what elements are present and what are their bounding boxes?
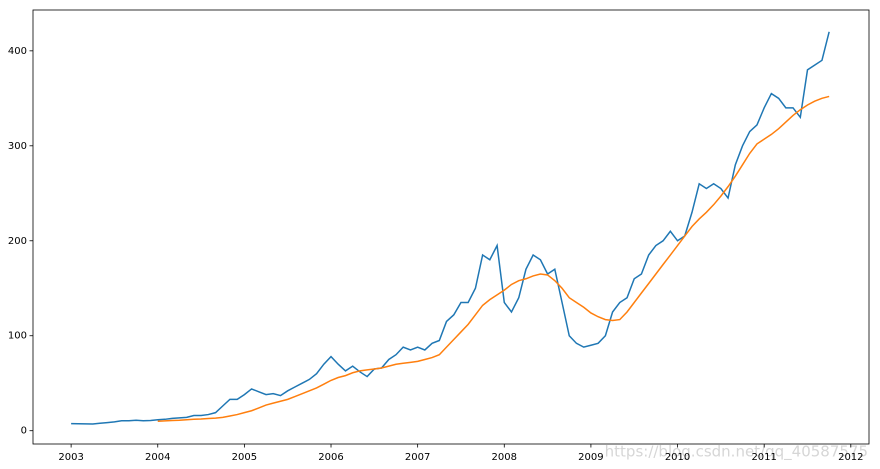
axes-frame [32, 9, 870, 445]
x-tick-label: 2011 [751, 452, 776, 463]
watermark: https://blog.csdn.net/qq_40587575 [605, 443, 868, 462]
x-tick-label: 2012 [838, 452, 863, 463]
line-series [71, 31, 830, 425]
x-tick-label: 2010 [665, 452, 690, 463]
x-tick-label: 2003 [58, 452, 83, 463]
line-series [157, 95, 830, 422]
y-tick-label: 400 [8, 46, 27, 57]
x-tick-label: 2004 [145, 452, 170, 463]
x-tick-label: 2006 [318, 452, 343, 463]
x-tick-label: 2008 [492, 452, 517, 463]
x-tick-label: 2007 [405, 452, 430, 463]
y-tick-label: 200 [8, 236, 27, 247]
x-tick-label: 2009 [578, 452, 603, 463]
y-tick-label: 300 [8, 141, 27, 152]
y-tick-label: 0 [21, 426, 27, 437]
x-tick-label: 2005 [232, 452, 257, 463]
y-tick-label: 100 [8, 331, 27, 342]
